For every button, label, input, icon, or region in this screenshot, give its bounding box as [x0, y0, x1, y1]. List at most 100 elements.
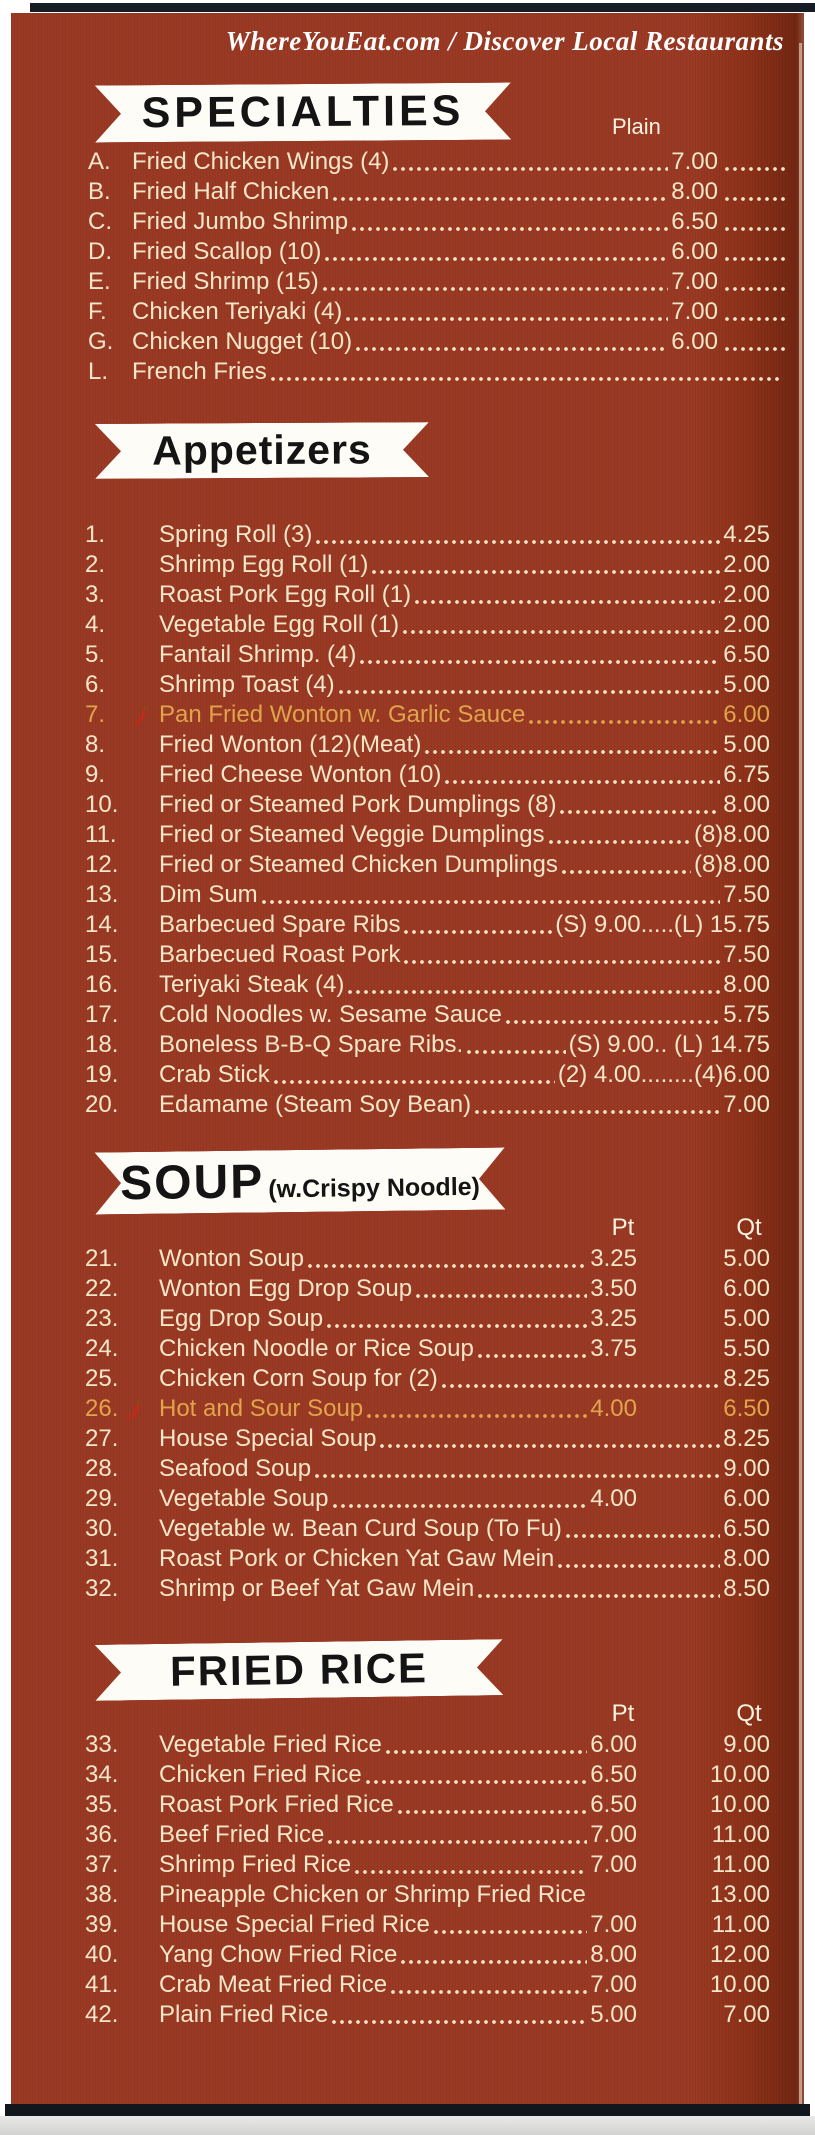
dot-leader — [390, 1989, 588, 1995]
item-name: Fried Chicken Wings (4) — [132, 148, 390, 175]
menu-item-row: 27. House Special Soup 8.25 — [11, 1424, 804, 1454]
menu-item-row: 11. Fried or Steamed Veggie Dumplings (8)8… — [11, 820, 804, 850]
dot-leader — [403, 959, 721, 965]
menu-item-row: 15. Barbecued Roast Pork 7.50 — [11, 940, 804, 970]
item-number: 37. — [85, 1851, 119, 1878]
item-price: 7.50 — [723, 881, 770, 908]
menu-item-row: G. Chicken Nugget (10) 6.00 — [11, 327, 804, 357]
menu-item-row: F. Chicken Teriyaki (4) 7.00 — [11, 297, 804, 327]
chili-pepper-icon — [122, 1397, 143, 1422]
menu-item-row: 12. Fried or Steamed Chicken Dumplings (8)… — [11, 850, 804, 880]
menu-sections: SPECIALTIES Plain A. Fried Chicken Wings (4… — [11, 84, 804, 2030]
item-price: 2.00 — [723, 611, 770, 638]
item-price: 7.00 — [723, 1091, 770, 1118]
item-name: Shrimp Egg Roll (1) — [159, 551, 369, 578]
item-name: Chicken Nugget (10) — [132, 328, 353, 355]
dot-leader — [528, 719, 721, 725]
menu-item-row: 18. Boneless B-B-Q Spare Ribs. (S) 9.00.. … — [11, 1030, 804, 1060]
menu-item-row: C. Fried Jumbo Shrimp 6.50 — [11, 207, 804, 237]
item-name: Hot and Sour Soup — [159, 1395, 364, 1422]
column-headers: Pt Qt — [11, 1212, 804, 1244]
menu-item-row: 39. House Special Fried Rice 7.00 11.00 — [11, 1910, 804, 1940]
item-number: 30. — [85, 1515, 119, 1542]
item-price: (2) 4.00........(4)6.00 — [557, 1061, 770, 1088]
dot-leader — [337, 689, 721, 695]
dot-leader — [392, 166, 669, 172]
menu-item-row: 30. Vegetable w. Bean Curd Soup (To Fu) 6.… — [11, 1514, 804, 1544]
section-subtitle: (w.Crispy Noodle) — [268, 1172, 481, 1203]
section-title: Appetizers — [152, 426, 372, 474]
item-number: 32. — [85, 1575, 119, 1602]
item-price: 6.75 — [723, 761, 770, 788]
item-price-qt: 5.50 — [723, 1335, 770, 1362]
item-name: Spring Roll (3) — [159, 521, 313, 548]
item-price-qt: 6.00 — [723, 1275, 770, 1302]
item-name: Crab Stick — [159, 1061, 270, 1088]
item-number: 36. — [85, 1821, 119, 1848]
menu-item-row: 2. Shrimp Egg Roll (1) 2.00 — [11, 550, 804, 580]
item-number: 28. — [85, 1455, 119, 1482]
section-rows: A. Fried Chicken Wings (4) 7.00 B. Fried Hal… — [11, 147, 804, 387]
item-price: (S) 9.00.....(L) 15.75 — [555, 911, 770, 938]
item-number: 16. — [85, 971, 119, 998]
trailing-dot-leader — [724, 166, 786, 172]
item-price-qt: 5.00 — [723, 1305, 770, 1332]
menu-item-row: 42. Plain Fried Rice 5.00 7.00 — [11, 2000, 804, 2030]
menu-item-row: 36. Beef Fried Rice 7.00 11.00 — [11, 1820, 804, 1850]
menu-item-row: 38. Pineapple Chicken or Shrimp Fried Ric… — [11, 1880, 804, 1910]
item-price: 7.00 — [671, 298, 718, 325]
menu-item-row: 8. Fried Wonton (12)(Meat) 5.00 — [11, 730, 804, 760]
trailing-dot-leader — [724, 346, 786, 352]
item-price: 2.00 — [723, 581, 770, 608]
section-rows: 1. Spring Roll (3) 4.25 2. Shrimp Egg Roll (… — [11, 520, 804, 1120]
item-price: 6.50 — [723, 641, 770, 668]
menu-item-row: 14. Barbecued Spare Ribs (S) 9.00.....(L) … — [11, 910, 804, 940]
section-appetizers: Appetizers 1. Spring Roll (3) 4.25 2. Shrimp … — [11, 423, 804, 1120]
menu-item-row: 32. Shrimp or Beef Yat Gaw Mein 8.50 — [11, 1574, 804, 1604]
menu-item-row: 9. Fried Cheese Wonton (10) 6.75 — [11, 760, 804, 790]
column-header-pt: Pt — [611, 1214, 635, 1241]
item-price: 8.00 — [723, 791, 770, 818]
item-number: 12. — [85, 851, 119, 878]
item-price: 8.00 — [671, 178, 718, 205]
item-name: Beef Fried Rice — [159, 1821, 325, 1848]
item-name: Wonton Soup — [159, 1245, 304, 1272]
item-price: 6.00 — [671, 328, 718, 355]
item-price: 6.50 — [671, 208, 718, 235]
item-price-pt: 7.00 — [590, 1971, 637, 1998]
menu-item-row: 35. Roast Pork Fried Rice 6.50 10.00 — [11, 1790, 804, 1820]
item-number: 14. — [85, 911, 119, 938]
menu-item-row: 10. Fried or Steamed Pork Dumplings (8) 8.… — [11, 790, 804, 820]
item-price-pt: 7.00 — [590, 1851, 637, 1878]
item-price-qt: 11.00 — [711, 1911, 770, 1938]
item-name: House Special Fried Rice — [159, 1911, 430, 1938]
dot-leader — [371, 569, 721, 575]
dot-leader — [432, 1929, 588, 1935]
dot-leader — [384, 1749, 588, 1755]
dot-leader — [331, 1503, 588, 1509]
item-name: Dim Sum — [159, 881, 258, 908]
dot-leader — [474, 1109, 721, 1115]
item-number: 17. — [85, 1001, 119, 1028]
section-rows: 21. Wonton Soup 3.25 5.00 22. Wonton Egg Drop… — [11, 1244, 804, 1604]
item-number: 22. — [85, 1275, 119, 1302]
dot-leader — [307, 1263, 588, 1269]
dot-leader — [477, 1593, 721, 1599]
menu-item-row: 41. Crab Meat Fried Rice 7.00 10.00 — [11, 1970, 804, 2000]
item-price: 6.50 — [723, 1515, 770, 1542]
dot-leader — [331, 2019, 588, 2025]
item-price-pt: 5.00 — [590, 2001, 637, 2028]
item-name: Fried Cheese Wonton (10) — [159, 761, 442, 788]
item-number: 8. — [85, 731, 106, 758]
menu-item-row: 3. Roast Pork Egg Roll (1) 2.00 — [11, 580, 804, 610]
item-name: Edamame (Steam Soy Bean) — [159, 1091, 472, 1118]
item-number: 42. — [85, 2001, 119, 2028]
item-name: Vegetable w. Bean Curd Soup (To Fu) — [159, 1515, 562, 1542]
menu-item-row: 24. Chicken Noodle or Rice Soup 3.75 5.50 — [11, 1334, 804, 1364]
dot-leader — [424, 749, 721, 755]
item-price-pt: 7.00 — [590, 1821, 637, 1848]
dot-leader — [355, 346, 669, 352]
item-name: Vegetable Fried Rice — [159, 1731, 382, 1758]
dot-leader — [547, 839, 691, 845]
menu-item-row: 40. Yang Chow Fried Rice 8.00 12.00 — [11, 1940, 804, 1970]
